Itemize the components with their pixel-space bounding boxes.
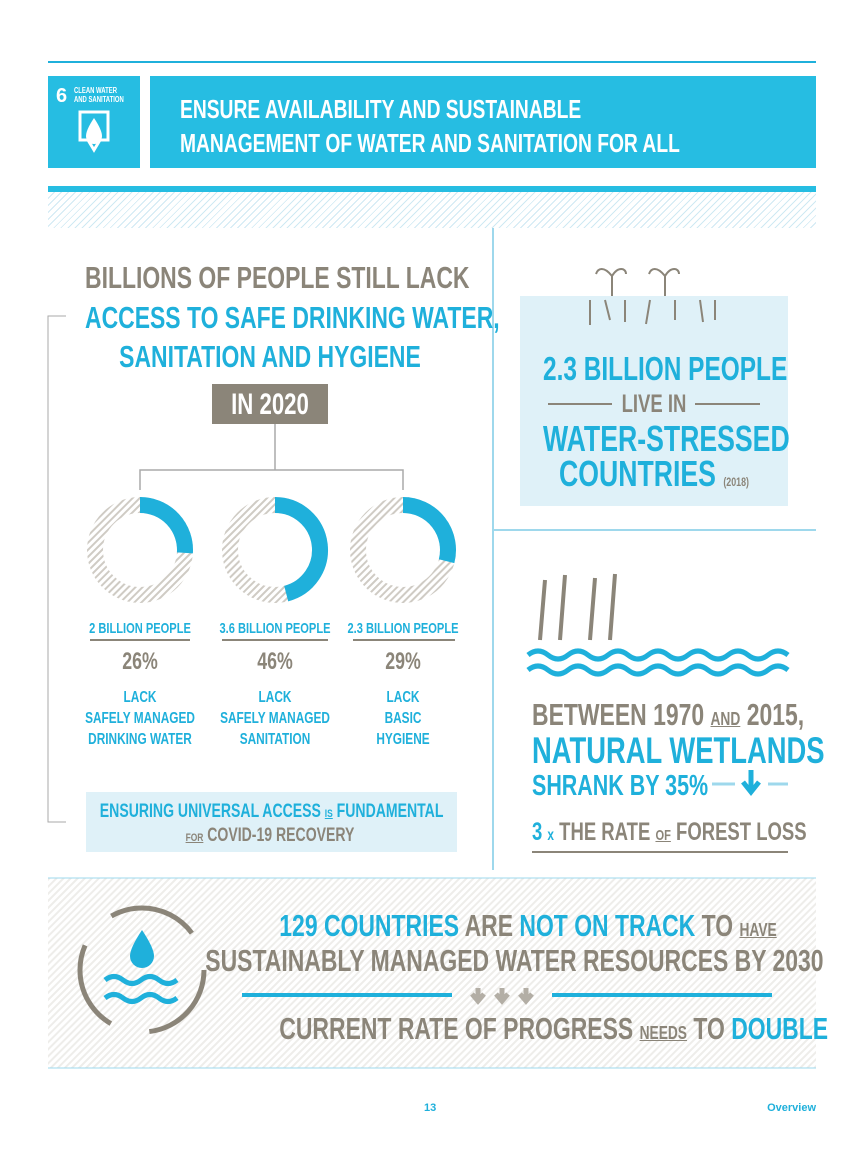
donut-arc <box>274 497 328 602</box>
title: MANAGEMENT OF WATER AND SANITATION FOR A… <box>180 128 680 158</box>
wetlands-text: BETWEEN 1970 AND 2015, <box>532 699 804 730</box>
note-text: FOR <box>185 832 204 844</box>
item-text: DRINKING WATER <box>88 731 192 748</box>
wetlands-text: OF <box>655 827 671 844</box>
plant-icon <box>589 268 716 325</box>
track-text: TO <box>693 1011 725 1046</box>
stress-text: COUNTRIES (2018) <box>543 456 765 492</box>
heading: BILLIONS OF PEOPLE STILL LACK <box>85 260 470 295</box>
drop-icon <box>86 118 102 144</box>
year-badge-box <box>212 384 328 424</box>
track-text: 129 COUNTRIES ARE NOT ON TRACK TO HAVE <box>279 908 776 943</box>
cycle-icon <box>77 905 207 1035</box>
note: FOR COVID-19 RECOVERY <box>100 826 440 845</box>
stress-text: 2.3 BILLION PEOPLE <box>543 350 788 387</box>
item-text: LACK <box>386 689 420 706</box>
heading: ACCESS TO SAFE DRINKING WATER, <box>85 300 500 335</box>
page-number: 13 <box>424 1102 437 1114</box>
people-label: 2 BILLION PEOPLE <box>89 620 191 637</box>
item-text: HYGIENE <box>376 731 430 748</box>
wetlands-text: AND <box>710 708 741 729</box>
item-text: SAFELY MANAGED <box>85 710 195 727</box>
track-text: ARE <box>464 908 514 943</box>
percent-label: 26% <box>122 648 158 675</box>
wetlands-text: THE RATE <box>559 818 651 846</box>
glass-icon <box>78 110 110 153</box>
down-arrows <box>470 988 534 1005</box>
donut-arc <box>402 497 456 564</box>
track-text: CURRENT RATE OF PROGRESS NEEDS TO DOUBLE <box>279 1011 828 1046</box>
stress-year: (2018) <box>723 475 749 489</box>
wetlands-text: x <box>547 827 555 844</box>
waves <box>103 974 179 1004</box>
down-arrow <box>741 770 761 797</box>
donut-icon <box>381 528 425 572</box>
item-text: SANITATION <box>239 731 311 748</box>
wetlands-text: 2015, <box>746 697 805 732</box>
track-text: 129 COUNTRIES <box>279 908 460 943</box>
note-text: ENSURING UNIVERSAL ACCESS <box>99 801 321 822</box>
goal-name: CLEAN WATER <box>74 86 117 95</box>
track-text: TO <box>701 908 734 943</box>
wetlands-text: NATURAL WETLANDS <box>532 730 825 771</box>
item-text: SAFELY MANAGED <box>220 710 330 727</box>
waves <box>526 648 790 677</box>
note: ENSURING UNIVERSAL ACCESS IS FUNDAMENTAL <box>99 801 444 822</box>
people-label: 2.3 BILLION PEOPLE <box>347 620 459 637</box>
percent-label: 29% <box>385 648 421 675</box>
title: ENSURE AVAILABILITY AND SUSTAINABLE <box>180 94 582 124</box>
heading: SANITATION AND HYGIENE <box>119 339 421 374</box>
donuts <box>87 497 456 603</box>
track-text: HAVE <box>739 919 777 940</box>
wetlands-text: BETWEEN 1970 <box>532 697 705 732</box>
track-band <box>48 878 816 1068</box>
wetlands-text: FOREST LOSS <box>676 818 807 846</box>
bracket <box>47 315 66 823</box>
donut-icon <box>253 528 297 572</box>
drop-icon <box>130 930 154 968</box>
goal-name: AND SANITATION <box>74 95 124 104</box>
reeds <box>538 573 617 641</box>
track-text: NOT ON TRACK <box>519 908 696 943</box>
stress-box <box>520 296 788 506</box>
donut-icon <box>118 528 162 572</box>
stress-text: COUNTRIES <box>559 453 716 494</box>
donut-arc <box>139 497 193 554</box>
track-text: CURRENT RATE OF PROGRESS <box>279 1011 634 1046</box>
wetlands-text: SHRANK BY 35% <box>532 770 709 802</box>
people-label: 3.6 BILLION PEOPLE <box>219 620 331 637</box>
track-text: NEEDS <box>639 1022 687 1043</box>
note-text: IS <box>324 808 333 820</box>
title-box <box>150 76 816 168</box>
year-badge: IN 2020 <box>231 388 309 421</box>
wetlands-text: 3 x THE RATE OF FOREST LOSS <box>532 820 807 845</box>
stress-text: LIVE IN <box>621 390 687 418</box>
track-text: DOUBLE <box>731 1011 829 1046</box>
blue-bar <box>48 186 816 192</box>
item-text: LACK <box>123 689 157 706</box>
item-text: BASIC <box>384 710 422 727</box>
note-box <box>86 792 457 852</box>
percent-label: 46% <box>257 648 293 675</box>
stress-text: WATER-STRESSED <box>543 418 790 459</box>
hatch-band <box>48 192 816 228</box>
note-text: FUNDAMENTAL <box>336 801 444 822</box>
item-text: LACK <box>258 689 292 706</box>
goal-number: 6 <box>56 85 68 107</box>
track-text: SUSTAINABLY MANAGED WATER RESOURCES BY 2… <box>205 943 824 978</box>
connector <box>139 424 404 490</box>
section: Overview <box>767 1102 816 1114</box>
wetlands-text: 3 <box>532 818 543 846</box>
note-text: COVID-19 RECOVERY <box>207 825 355 846</box>
